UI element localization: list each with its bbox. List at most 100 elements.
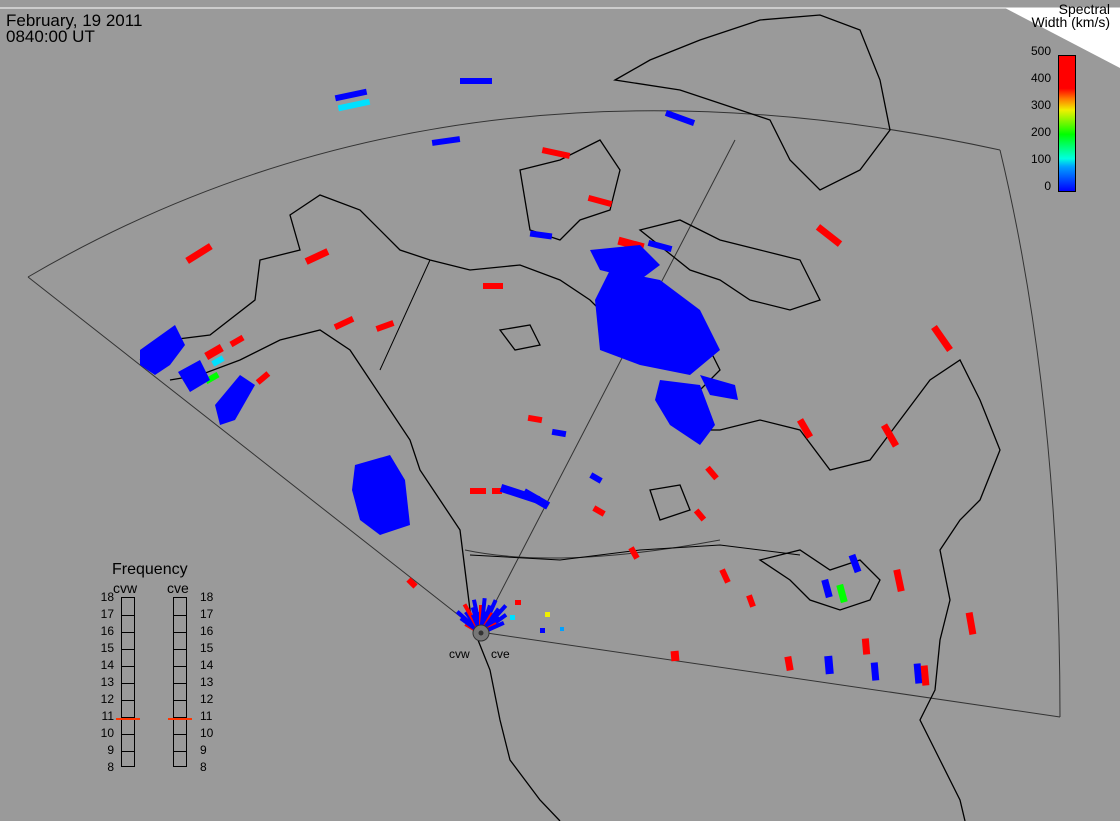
colorbar-tick: 0	[1044, 179, 1051, 193]
frequency-scale-label: 11	[200, 709, 213, 723]
radar-echo-cell	[529, 230, 553, 240]
map-time: 0840:00 UT	[6, 27, 95, 46]
frequency-cell-divider	[122, 751, 134, 752]
radar-echo-region	[140, 325, 185, 375]
frequency-scale-label: 18	[200, 590, 214, 604]
site-label-west: cvw	[449, 647, 470, 661]
radar-echo-cell	[540, 628, 545, 633]
radar-echo-cell	[337, 98, 371, 112]
frequency-scale-label: 18	[100, 590, 114, 604]
radar-echo-region	[215, 375, 255, 425]
frequency-scale-label: 16	[200, 624, 214, 638]
radar-echo-cell	[492, 488, 502, 494]
frequency-radar-east: cve	[167, 580, 189, 596]
radar-echo-cell	[647, 239, 673, 253]
frequency-scale-label: 15	[200, 641, 214, 655]
radar-echo-cell	[255, 371, 271, 385]
colorbar-tick: 100	[1030, 152, 1051, 166]
radar-echo-cell	[541, 147, 571, 159]
map-date: February, 19 2011	[6, 11, 143, 30]
frequency-cell-divider	[122, 700, 134, 701]
frequency-radar-west: cvw	[113, 580, 138, 596]
radar-echo-cell	[815, 224, 843, 247]
field-of-view	[27, 110, 1061, 718]
radar-echo-cell	[521, 488, 551, 510]
frequency-cell-divider	[122, 615, 134, 616]
frequency-scale-label: 8	[107, 760, 114, 774]
frequency-cell-divider	[174, 683, 186, 684]
frequency-scale-label: 12	[200, 692, 214, 706]
radar-echo-cell	[560, 627, 564, 631]
radar-echo-region	[595, 270, 720, 375]
radar-echo-cell	[589, 472, 603, 484]
radar-echo-cell	[431, 136, 461, 146]
radar-echo-cell	[470, 488, 486, 494]
frequency-column-cvw	[121, 597, 135, 767]
radar-echo-cell	[824, 655, 834, 675]
radar-echo-region	[700, 375, 738, 400]
radar-echo-cell	[693, 508, 707, 522]
frequency-scale-label: 16	[100, 624, 114, 638]
radar-echo-cell	[333, 316, 355, 330]
radar-echo-cell	[893, 569, 905, 592]
frequency-scale-label: 9	[107, 743, 114, 757]
frequency-cell-divider	[174, 751, 186, 752]
frequency-scale-label: 17	[100, 607, 114, 621]
frequency-column-cve	[173, 597, 187, 767]
radar-echo-cell	[211, 355, 225, 367]
radar-echo-cell	[670, 650, 680, 662]
frequency-title: Frequency	[112, 561, 188, 578]
radar-echo-cell	[334, 88, 368, 102]
radar-echo-region	[655, 380, 715, 445]
radar-echo-cell	[861, 638, 871, 655]
colorbar-tick: 500	[1030, 44, 1051, 58]
radar-echo-cell	[821, 578, 833, 599]
radar-echo-cell	[587, 194, 613, 208]
radar-echo-cell	[592, 505, 606, 517]
frequency-scale-label: 17	[200, 607, 214, 621]
frequency-cell-divider	[174, 649, 186, 650]
radar-echo-cell	[870, 662, 880, 681]
frequency-scale-label: 12	[100, 692, 114, 706]
colorbar-tick: 400	[1030, 71, 1051, 85]
frequency-cell-divider	[122, 632, 134, 633]
frequency-cell-divider	[174, 666, 186, 667]
corner-triangle	[1005, 8, 1120, 68]
frequency-scale-label: 13	[200, 675, 214, 689]
frequency-cell-divider	[122, 734, 134, 735]
radar-echo-cell	[185, 243, 213, 264]
radar-echo-cell	[746, 594, 756, 608]
radar-echo-cell	[229, 334, 245, 348]
radar-echo-cell	[965, 612, 977, 635]
site-label-east: cve	[491, 647, 510, 661]
radar-echo-cell	[836, 583, 848, 604]
radar-echo-cell	[460, 78, 492, 84]
frequency-cell-divider	[174, 615, 186, 616]
radar-echo-cell	[796, 418, 814, 439]
radar-echo-cell	[664, 110, 696, 126]
radar-echo-cell	[784, 655, 794, 672]
radar-echo-cell	[880, 423, 900, 448]
colorbar-tick: 200	[1030, 125, 1051, 139]
radar-echo-cell	[913, 663, 923, 684]
frequency-scale-label: 10	[200, 726, 214, 740]
radar-echo-cell	[375, 320, 395, 332]
radar-echo-cell	[204, 344, 224, 360]
frequency-marker-cvw	[116, 718, 140, 721]
radar-echo-cell	[304, 248, 330, 265]
radar-echo-cell	[719, 568, 731, 584]
frequency-scale-label: 9	[200, 743, 207, 757]
radar-echo-cell	[628, 546, 640, 560]
radar-echo-cell	[705, 465, 719, 481]
frequency-scale-label: 14	[100, 658, 114, 672]
coastlines	[139, 14, 1001, 821]
radar-echo-beam	[487, 621, 505, 632]
spectral-width-colorbar	[1058, 55, 1076, 192]
frequency-cell-divider	[122, 717, 134, 718]
radar-echo-cell	[483, 283, 503, 289]
colorbar-title-line2: Width (km/s)	[1031, 14, 1110, 30]
frequency-cell-divider	[174, 717, 186, 718]
radar-echo-cell	[515, 600, 521, 605]
radar-echo-cell	[920, 665, 930, 686]
